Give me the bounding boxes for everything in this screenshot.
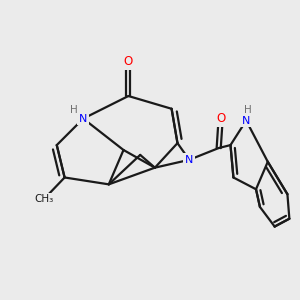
Text: H: H: [244, 105, 251, 115]
Text: O: O: [124, 55, 133, 68]
Text: N: N: [79, 114, 87, 124]
Text: N: N: [185, 155, 194, 165]
Text: O: O: [216, 112, 225, 125]
Text: N: N: [242, 116, 250, 126]
Text: CH₃: CH₃: [34, 194, 54, 204]
Text: H: H: [70, 105, 78, 115]
